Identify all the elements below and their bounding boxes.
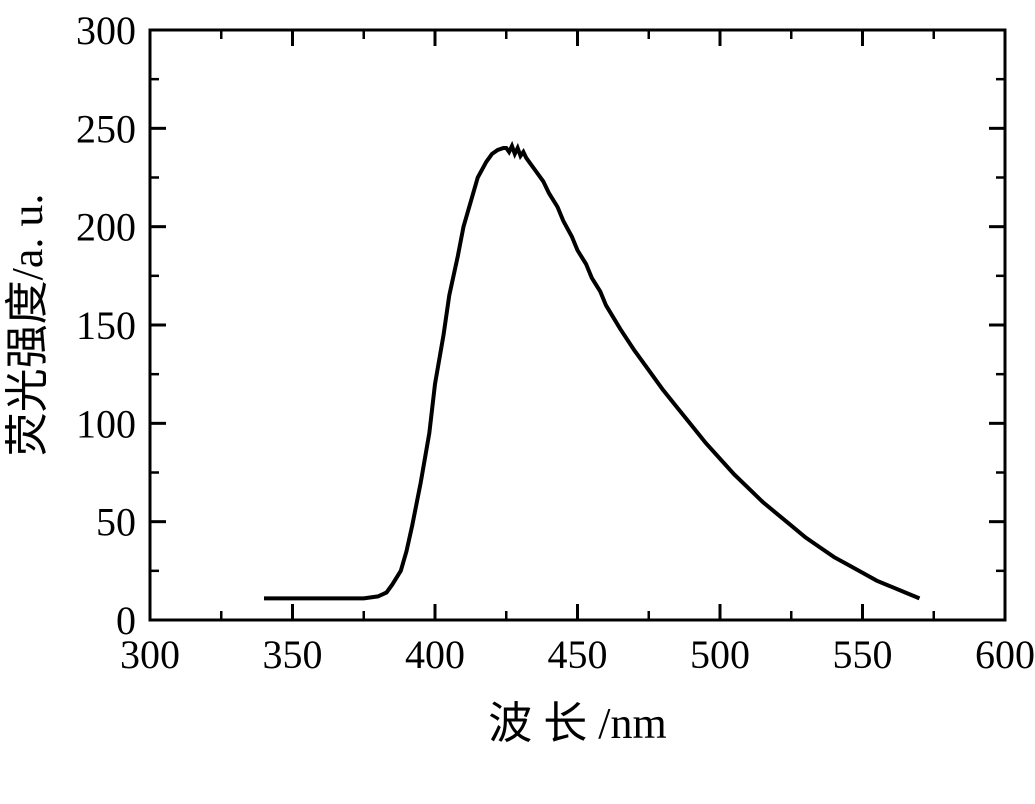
x-tick-label: 400 (405, 632, 465, 677)
x-tick-label: 450 (548, 632, 608, 677)
chart-svg: 300350400450500550600050100150200250300波… (0, 0, 1035, 804)
fluorescence-spectrum-chart: 300350400450500550600050100150200250300波… (0, 0, 1035, 804)
x-tick-label: 550 (833, 632, 893, 677)
x-tick-label: 500 (690, 632, 750, 677)
y-tick-label: 50 (96, 500, 136, 545)
x-tick-label: 350 (263, 632, 323, 677)
y-axis-label: 荧光强度/a. u. (3, 194, 52, 457)
y-tick-label: 100 (76, 401, 136, 446)
x-axis-label: 波 长 /nm (488, 699, 666, 748)
spectrum-line (264, 146, 920, 598)
y-tick-label: 200 (76, 205, 136, 250)
y-tick-label: 250 (76, 106, 136, 151)
y-tick-label: 0 (116, 598, 136, 643)
y-tick-label: 150 (76, 303, 136, 348)
y-tick-label: 300 (76, 8, 136, 53)
x-tick-label: 600 (975, 632, 1035, 677)
